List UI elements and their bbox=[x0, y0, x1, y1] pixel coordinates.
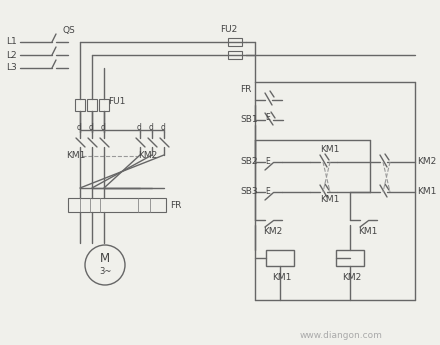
Text: KM2: KM2 bbox=[342, 274, 361, 283]
Text: d: d bbox=[137, 122, 142, 131]
Bar bbox=[266, 250, 294, 266]
Text: KM1: KM1 bbox=[272, 274, 291, 283]
Text: L2: L2 bbox=[6, 50, 17, 59]
Text: KM1: KM1 bbox=[417, 187, 436, 197]
Text: E: E bbox=[265, 187, 270, 196]
Text: d: d bbox=[101, 122, 106, 131]
Text: d: d bbox=[89, 122, 94, 131]
Text: FU2: FU2 bbox=[220, 26, 237, 34]
Text: E: E bbox=[265, 114, 270, 122]
Text: www.diangon.com: www.diangon.com bbox=[300, 332, 383, 341]
Bar bbox=[87, 99, 97, 111]
Text: QS: QS bbox=[62, 26, 75, 34]
Text: FR: FR bbox=[240, 86, 251, 95]
Bar bbox=[75, 99, 85, 111]
Bar bbox=[228, 51, 242, 59]
Text: M: M bbox=[100, 253, 110, 266]
Text: FU1: FU1 bbox=[108, 98, 125, 107]
Text: KM2: KM2 bbox=[417, 158, 436, 167]
Text: d: d bbox=[77, 122, 82, 131]
Text: KM1: KM1 bbox=[320, 146, 339, 155]
Text: KM2: KM2 bbox=[263, 227, 282, 237]
Bar bbox=[99, 99, 109, 111]
Text: d: d bbox=[161, 122, 166, 131]
Text: SB3: SB3 bbox=[240, 187, 258, 197]
Text: KM1: KM1 bbox=[66, 151, 85, 160]
Bar bbox=[68, 198, 166, 212]
Text: SB1: SB1 bbox=[240, 115, 258, 124]
Text: KM1: KM1 bbox=[320, 196, 339, 205]
Text: 3~: 3~ bbox=[99, 267, 111, 276]
Text: E: E bbox=[265, 157, 270, 166]
Bar bbox=[336, 250, 364, 266]
Text: KM2: KM2 bbox=[138, 151, 157, 160]
Text: KM1: KM1 bbox=[358, 227, 378, 237]
Text: L1: L1 bbox=[6, 38, 17, 47]
Text: L3: L3 bbox=[6, 63, 17, 72]
Bar bbox=[228, 38, 242, 46]
Text: d: d bbox=[149, 122, 154, 131]
Text: FR: FR bbox=[170, 200, 181, 209]
Text: SB2: SB2 bbox=[240, 158, 257, 167]
